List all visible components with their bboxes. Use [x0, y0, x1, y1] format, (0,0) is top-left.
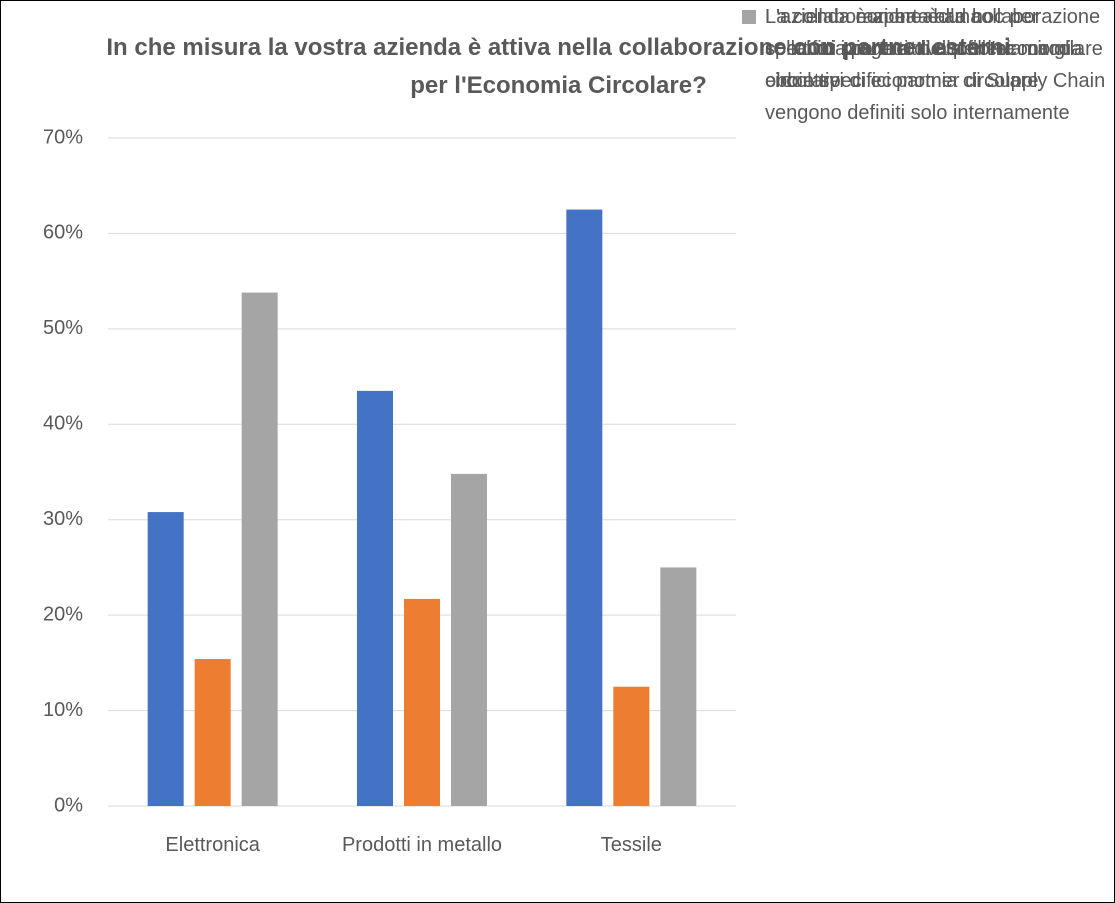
legend-label: L'azienda non ha alcuna collaborazione a…: [765, 6, 1083, 92]
bar: [613, 686, 650, 806]
x-tick-label: Tessile: [600, 834, 662, 856]
chart-title: In che misura la vostra azienda è attiva…: [106, 34, 1011, 99]
legend-label: La collaborazione è ad hoc per specifici…: [765, 6, 1106, 92]
bar: [660, 567, 697, 806]
y-tick-label: 60%: [43, 222, 83, 244]
legend-label: L'azienda è aperta alla collaborazione c…: [765, 6, 1101, 124]
x-tick-label: Elettronica: [165, 834, 260, 856]
y-tick-label: 0%: [54, 794, 83, 816]
y-tick-label: 30%: [43, 508, 83, 530]
bar: [241, 292, 278, 806]
bar: [194, 659, 231, 806]
y-tick-label: 20%: [43, 603, 83, 625]
bar: [404, 598, 440, 806]
y-tick-label: 50%: [43, 317, 83, 339]
x-tick-label: Prodotti in metallo: [341, 834, 503, 856]
y-tick-label: 70%: [43, 126, 83, 148]
y-tick-label: 10%: [43, 699, 83, 721]
legend-item: La collaborazione è ad hoc per specifici…: [742, 1, 1112, 97]
bar: [357, 390, 393, 806]
bar: [147, 512, 184, 806]
legend-swatch: [742, 10, 756, 24]
bar: [566, 209, 603, 807]
y-tick-label: 40%: [43, 413, 83, 435]
legend-item: L'azienda non ha alcuna collaborazione a…: [742, 1, 1112, 97]
legend-item: L'azienda è aperta alla collaborazione c…: [742, 1, 1112, 129]
bar: [451, 473, 487, 806]
